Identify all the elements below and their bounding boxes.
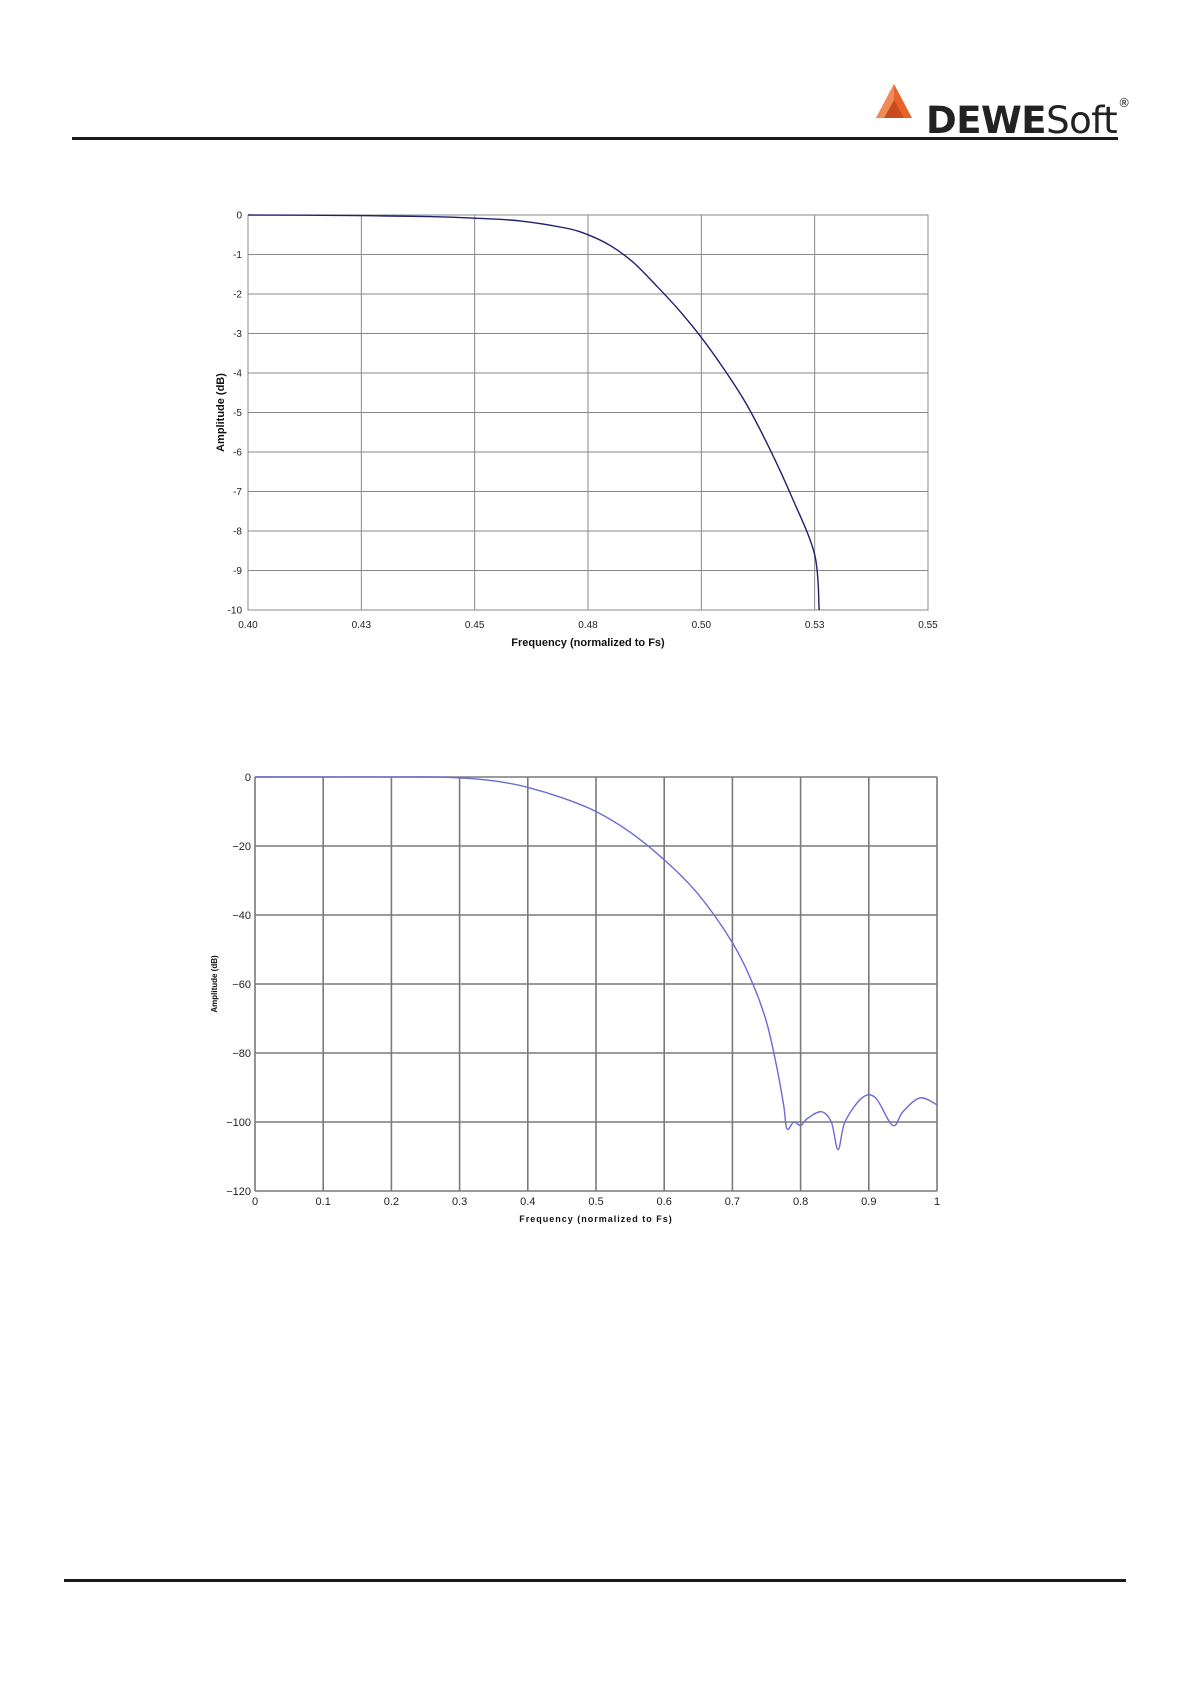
footer-rule [64,1579,1126,1582]
series-line-0 [254,776,938,1151]
y-tick-label: 0 [236,211,242,222]
y-tick-label: −120 [226,1186,251,1198]
x-tick-label: 0.2 [384,1196,399,1208]
y-tick-label: -5 [233,408,242,419]
x-tick-label: 0.50 [692,620,712,631]
x-tick-label: 0.1 [316,1196,331,1208]
dewesoft-logo: DEWESoft® [874,80,1130,142]
y-tick-label: −20 [232,841,251,853]
y-tick-label: -2 [233,290,242,301]
header-rule [72,137,1118,140]
series-line-0 [247,214,820,611]
y-axis-label: Amplitude (dB) [215,373,227,452]
y-tick-label: -6 [233,448,242,459]
x-tick-label: 0.53 [805,620,825,631]
x-tick-label: 0.8 [793,1196,808,1208]
chart-bottom-svg: 0 0.1 0.2 0.3 0.4 0.5 0.6 0.7 0.8 0.9 1 0 −20 −40 −60 −… [210,772,940,1224]
x-tick-label: 0 [252,1196,258,1208]
chart-bottom-full-response: 0 0.1 0.2 0.3 0.4 0.5 0.6 0.7 0.8 0.9 1 0 −20 −40 −60 −… [200,745,980,1235]
x-tick-label: 0.48 [578,620,598,631]
x-tick-label: 0.3 [452,1196,467,1208]
y-tick-label: -3 [233,329,242,340]
y-tick-label: -1 [233,250,242,261]
x-tick-label: 0.6 [657,1196,672,1208]
chart-top-svg: 0.40 0.43 0.45 0.48 0.50 0.53 0.55 0 -1 -2 -3 -4 -5 -… [215,211,938,650]
chart-top-zoomed-response: 0.40 0.43 0.45 0.48 0.50 0.53 0.55 0 -1 -2 -3 -4 -5 -… [200,200,980,680]
x-tick-label: 1 [934,1196,940,1208]
y-tick-label: -9 [233,566,242,577]
x-axis-label: Frequency (normalized to Fs) [511,637,665,649]
y-tick-label: −80 [232,1048,251,1060]
x-tick-label: 0.45 [465,620,485,631]
x-tick-label: 0.5 [588,1196,603,1208]
x-tick-label: 0.9 [861,1196,876,1208]
logo-bold-text: DEWE [926,99,1047,142]
orange-triangle-logo-icon [876,84,912,118]
logo-text: DEWESoft® [926,80,1130,144]
y-axis-label: Amplitude (dB) [210,955,219,1013]
x-tick-label: 0.7 [725,1196,740,1208]
x-tick-label: 0.40 [238,620,258,631]
x-tick-label: 0.4 [520,1196,535,1208]
y-tick-label: −40 [232,910,251,922]
y-tick-label: -8 [233,527,242,538]
y-tick-label: −100 [226,1117,251,1129]
y-tick-label: -7 [233,487,242,498]
logo-regular-text: Soft [1046,99,1118,142]
x-axis-label: Frequency (normalized to Fs) [519,1214,673,1224]
y-tick-label: −60 [232,979,251,991]
registered-mark: ® [1118,96,1130,110]
x-tick-label: 0.55 [918,620,938,631]
y-tick-label: -4 [233,369,242,380]
x-tick-label: 0.43 [352,620,372,631]
y-tick-label: -10 [228,606,243,617]
y-tick-label: 0 [245,772,251,784]
